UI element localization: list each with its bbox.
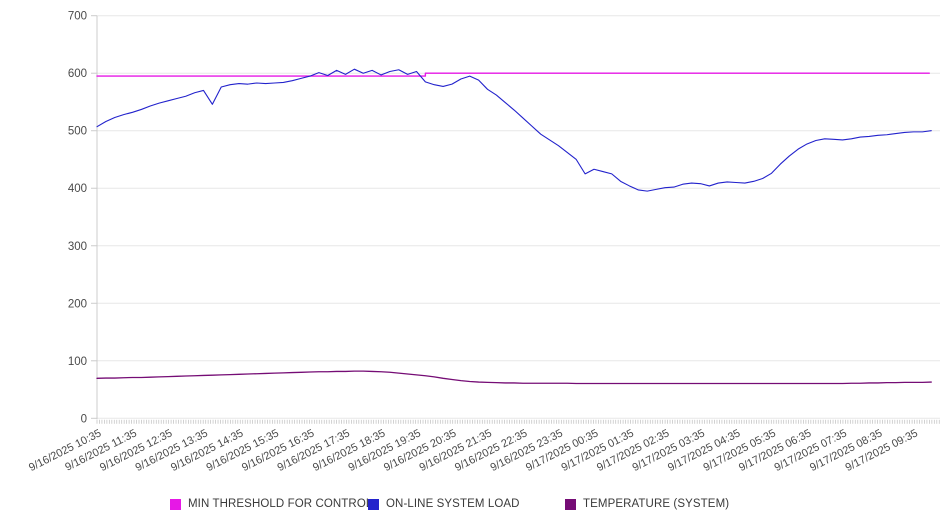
svg-text:700: 700 — [68, 11, 87, 23]
series-min-threshold-for-control — [96, 72, 930, 77]
legend-label-temperature: TEMPERATURE (SYSTEM) — [583, 498, 730, 510]
legend-swatch-load-icon — [368, 498, 379, 510]
x-axis-minor-ticks — [96, 419, 940, 424]
svg-text:500: 500 — [68, 126, 87, 138]
chart-legend: MIN THRESHOLD FOR CONTROL ON-LINE SYSTEM… — [0, 497, 946, 519]
legend-item-min-threshold[interactable]: MIN THRESHOLD FOR CONTROL — [170, 497, 372, 511]
series-on-line-system-load — [96, 68, 932, 192]
legend-swatch-temperature-icon — [565, 498, 576, 510]
legend-label-online-system-load: ON-LINE SYSTEM LOAD — [386, 498, 520, 510]
legend-label-min-threshold: MIN THRESHOLD FOR CONTROL — [188, 498, 373, 510]
legend-item-online-system-load[interactable]: ON-LINE SYSTEM LOAD — [368, 497, 520, 511]
svg-text:100: 100 — [68, 356, 87, 368]
legend-item-temperature[interactable]: TEMPERATURE (SYSTEM) — [565, 497, 729, 511]
svg-text:600: 600 — [68, 68, 87, 80]
legend-swatch-threshold-icon — [170, 498, 181, 510]
series-temperature-system- — [96, 370, 932, 385]
x-axis-labels: 9/16/2025 10:359/16/2025 11:359/16/2025 … — [27, 427, 920, 474]
svg-text:0: 0 — [81, 413, 87, 425]
svg-text:300: 300 — [68, 241, 87, 253]
y-axis: 0 100 200 300 400 500 600 700 — [68, 11, 940, 425]
svg-text:200: 200 — [68, 298, 87, 310]
svg-text:400: 400 — [68, 183, 87, 195]
